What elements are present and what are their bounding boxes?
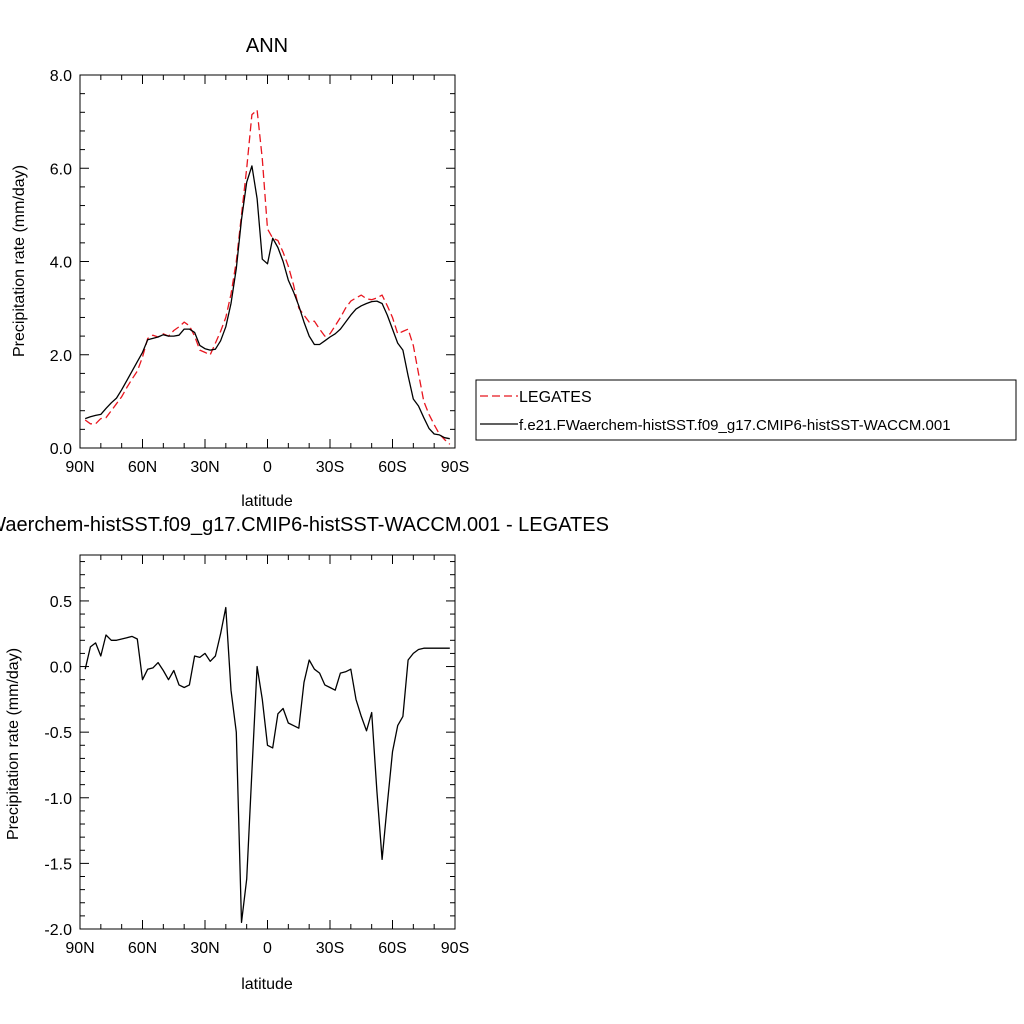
bottom-plot-y-tick-label: -1.5 xyxy=(44,856,72,873)
legend-box xyxy=(475,379,1017,441)
top-plot-x-tick-label: 90N xyxy=(65,459,94,476)
top-plot-series-line-1 xyxy=(84,165,450,440)
bottom-plot-series-line-0 xyxy=(84,606,450,924)
top-plot: ANN latitude Precipitation rate (mm/day)… xyxy=(11,35,469,510)
bottom-plot-x-tick-label: 60S xyxy=(378,940,406,957)
bottom-plot-title: f.e21.FWaerchem-histSST.f09_g17.CMIP6-hi… xyxy=(0,514,609,536)
top-plot-series xyxy=(84,109,451,445)
top-plot-x-tick-label: 30N xyxy=(190,459,219,476)
legend-label-legates: LEGATES xyxy=(519,389,592,406)
top-plot-y-label: Precipitation rate (mm/day) xyxy=(11,165,28,357)
top-plot-x-label: latitude xyxy=(241,493,293,510)
top-plot-x-tick-label: 60S xyxy=(378,459,406,476)
bottom-plot-x-tick-label: 30S xyxy=(316,940,344,957)
top-plot-x-tick-label: 0 xyxy=(263,459,272,476)
top-plot-x-tick-label: 90S xyxy=(441,459,469,476)
bottom-plot-x-tick-label: 90S xyxy=(441,940,469,957)
legend-label-model: f.e21.FWaerchem-histSST.f09_g17.CMIP6-hi… xyxy=(519,417,951,434)
top-plot-x-tick-label: 60N xyxy=(128,459,157,476)
bottom-plot: f.e21.FWaerchem-histSST.f09_g17.CMIP6-hi… xyxy=(0,514,609,993)
top-plot-y-tick-label: 2.0 xyxy=(50,348,72,365)
legend: LEGATES f.e21.FWaerchem-histSST.f09_g17.… xyxy=(475,379,1017,441)
top-plot-y-tick-label: 4.0 xyxy=(50,255,72,272)
top-plot-ticks: 90N 60N 30N 0 30S 60S 90S 0.0 2.0 4.0 6.0 8.0 xyxy=(50,68,469,476)
bottom-plot-y-tick-label: -2.0 xyxy=(44,922,72,939)
top-plot-y-tick-label: 8.0 xyxy=(50,68,72,85)
bottom-plot-y-tick-label: -1.0 xyxy=(44,791,72,808)
bottom-plot-ticks: 90N 60N 30N 0 30S 60S 90S -2.0 -1.5 -1.0 -0.5 0.0 0.… xyxy=(44,555,469,957)
top-plot-title: ANN xyxy=(246,35,288,57)
top-plot-y-tick-label: 6.0 xyxy=(50,161,72,178)
bottom-plot-y-tick-label: 0.0 xyxy=(50,660,72,677)
top-plot-series-line-0 xyxy=(84,109,451,445)
bottom-plot-x-tick-label: 90N xyxy=(65,940,94,957)
bottom-plot-y-label: Precipitation rate (mm/day) xyxy=(5,648,22,840)
bottom-plot-y-tick-label: 0.5 xyxy=(50,594,72,611)
bottom-plot-y-tick-label: -0.5 xyxy=(44,725,72,742)
bottom-plot-x-label: latitude xyxy=(241,976,293,993)
bottom-plot-x-tick-label: 0 xyxy=(263,940,272,957)
bottom-plot-series xyxy=(84,606,450,924)
top-plot-y-tick-label: 0.0 xyxy=(50,441,72,458)
bottom-plot-x-tick-label: 60N xyxy=(128,940,157,957)
bottom-plot-x-tick-label: 30N xyxy=(190,940,219,957)
top-plot-x-tick-label: 30S xyxy=(316,459,344,476)
